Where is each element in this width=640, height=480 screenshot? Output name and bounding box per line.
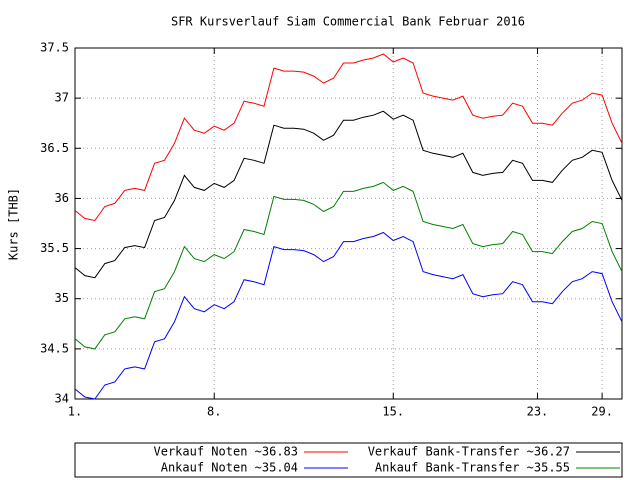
x-tick-label: 8. <box>207 405 221 419</box>
series-line <box>74 110 623 279</box>
y-tick-label: 37 <box>55 91 69 105</box>
y-axis-label: Kurs [THB] <box>7 188 21 260</box>
series-line <box>74 231 623 400</box>
legend-label: Verkauf Bank-Transfer ~36.27 <box>368 445 570 459</box>
legend-label: Ankauf Bank-Transfer ~35.55 <box>375 461 570 475</box>
y-tick-label: 36.5 <box>40 141 69 155</box>
x-tick-label: 29. <box>591 405 613 419</box>
y-tick-label: 35.5 <box>40 241 69 255</box>
legend-label: Ankauf Noten ~35.04 <box>161 461 298 475</box>
legend-label: Verkauf Noten ~36.83 <box>154 445 299 459</box>
y-tick-label: 34.5 <box>40 341 69 355</box>
y-tick-label: 36 <box>55 191 69 205</box>
plot-border <box>74 47 623 400</box>
x-tick-label: 1. <box>68 405 82 419</box>
x-tick-label: 15. <box>382 405 404 419</box>
y-tick-label: 35 <box>55 291 69 305</box>
y-tick-label: 37.5 <box>40 41 69 55</box>
x-tick-label: 23. <box>527 405 549 419</box>
y-tick-label: 34 <box>55 392 69 406</box>
series-line <box>74 181 623 350</box>
legend-box <box>74 442 623 478</box>
chart-title: SFR Kursverlauf Siam Commercial Bank Feb… <box>171 15 525 29</box>
series-line <box>74 53 623 222</box>
